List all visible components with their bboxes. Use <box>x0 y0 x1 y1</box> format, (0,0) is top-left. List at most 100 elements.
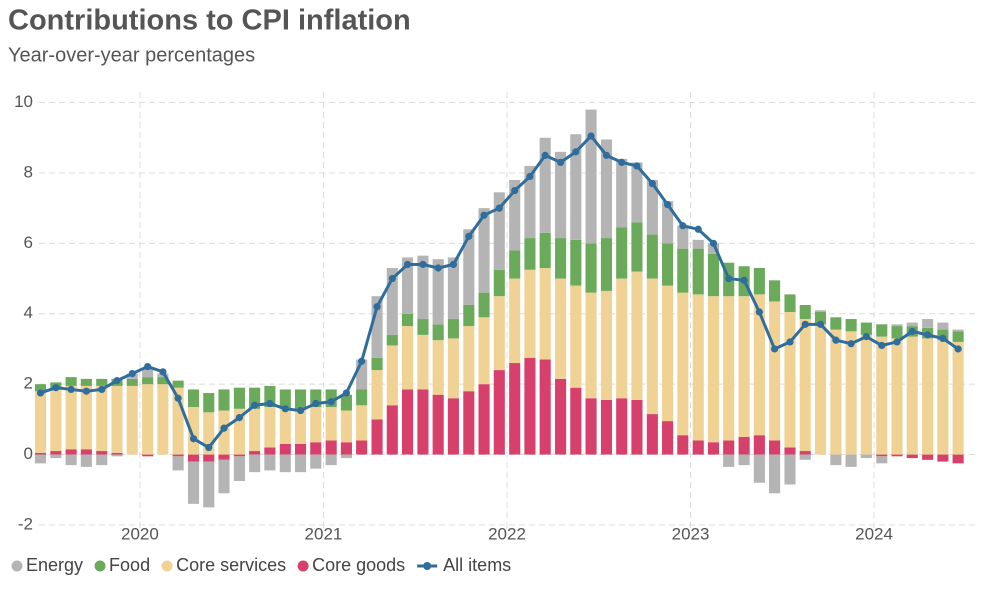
line-marker <box>572 148 580 156</box>
x-tick-label: 2021 <box>305 524 343 543</box>
bar <box>417 319 429 335</box>
bar <box>172 380 184 388</box>
bar <box>769 301 781 441</box>
bar <box>723 454 735 467</box>
bar <box>34 452 47 455</box>
bar <box>50 454 62 459</box>
line-marker <box>373 303 381 311</box>
line-marker <box>495 204 503 212</box>
bar <box>463 229 475 305</box>
bar <box>769 280 781 302</box>
legend-marker <box>161 560 173 572</box>
bar <box>356 389 368 406</box>
line-marker <box>786 338 794 346</box>
bar <box>509 363 521 455</box>
bar <box>34 454 47 464</box>
bar <box>233 387 245 409</box>
bar <box>340 410 352 443</box>
bar <box>203 392 215 413</box>
bar <box>876 454 888 457</box>
bar <box>799 454 811 460</box>
bar <box>218 410 230 455</box>
line-marker <box>235 414 244 422</box>
bar <box>187 389 200 408</box>
bar <box>922 454 934 460</box>
line-marker <box>587 132 595 140</box>
bar <box>432 259 444 325</box>
bar <box>860 334 872 455</box>
bar <box>555 151 567 239</box>
bar <box>814 310 827 312</box>
bar <box>96 378 108 386</box>
bar <box>769 440 781 455</box>
bar <box>738 296 750 437</box>
bar <box>157 384 169 455</box>
bar <box>447 319 459 339</box>
bar <box>340 394 352 411</box>
line-marker <box>419 260 427 269</box>
y-tick-label: -2 <box>18 514 33 533</box>
bar <box>386 405 398 455</box>
line-marker <box>663 201 672 209</box>
line-marker <box>296 406 305 415</box>
bar <box>371 357 383 371</box>
line-marker <box>679 222 687 230</box>
bar <box>860 322 872 335</box>
bar <box>600 400 613 455</box>
bar <box>203 412 215 455</box>
bar <box>830 454 842 466</box>
bar <box>646 234 658 279</box>
bar <box>80 385 92 450</box>
line-marker <box>220 424 228 432</box>
bar <box>111 452 123 455</box>
bar <box>646 278 658 415</box>
legend-label: Energy <box>26 555 83 575</box>
bar <box>600 290 613 400</box>
bar <box>187 407 200 455</box>
line-marker <box>878 341 886 350</box>
bar <box>65 449 77 455</box>
bar <box>799 304 811 320</box>
line-marker <box>174 394 182 402</box>
bar <box>784 454 796 485</box>
line-marker <box>556 158 565 166</box>
line-marker <box>449 260 458 269</box>
bar <box>371 419 383 455</box>
bar <box>264 447 276 455</box>
line-marker <box>511 186 519 195</box>
bar <box>142 384 154 455</box>
bar <box>96 454 108 466</box>
line-marker <box>893 338 901 346</box>
bar <box>478 292 490 318</box>
bar <box>493 370 505 455</box>
line-marker <box>709 239 718 247</box>
bar <box>463 304 475 327</box>
y-tick-label: 0 <box>24 444 33 463</box>
bar <box>340 442 352 455</box>
bar <box>142 377 154 385</box>
bar <box>524 238 536 270</box>
bar <box>264 454 276 471</box>
bar <box>662 201 674 244</box>
bar <box>356 405 368 441</box>
bar <box>80 378 92 386</box>
bar <box>249 408 261 452</box>
bar <box>401 326 414 390</box>
line-marker <box>113 377 121 385</box>
bar <box>753 454 765 483</box>
bar <box>96 385 108 452</box>
legend-label: Core goods <box>312 555 405 575</box>
bar <box>325 440 337 455</box>
bar <box>142 454 154 457</box>
bar <box>753 294 765 436</box>
bar <box>294 454 307 473</box>
bar <box>524 357 536 455</box>
bar <box>814 324 827 455</box>
bar <box>279 389 291 409</box>
bar <box>401 313 414 327</box>
bar <box>723 296 735 441</box>
bar <box>585 109 597 244</box>
bar <box>187 454 200 462</box>
bar <box>891 324 903 327</box>
chart-title: Contributions to CPI inflation <box>8 5 411 37</box>
